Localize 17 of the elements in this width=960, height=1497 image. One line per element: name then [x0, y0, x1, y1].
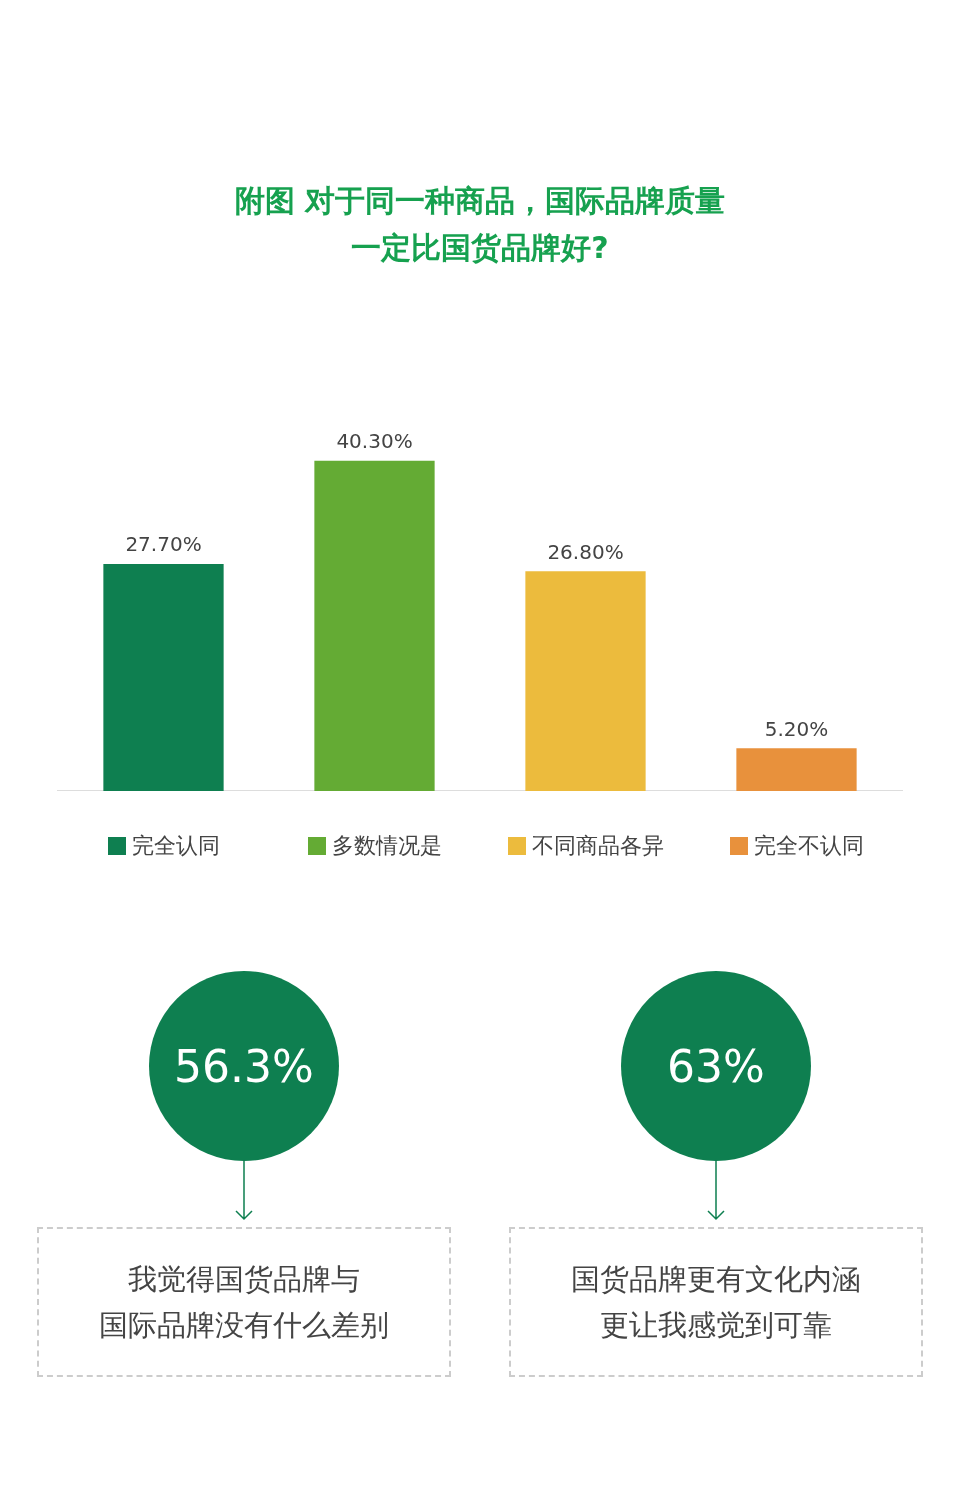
data-label: 27.70%: [125, 532, 202, 557]
x-tick-label: 完全不认同: [753, 832, 864, 860]
chart-title: 附图 对于同一种商品，国际品牌质量一定比国货品牌好?: [233, 182, 727, 267]
circle: 63%: [621, 971, 811, 1161]
data-label: 40.30%: [336, 428, 413, 453]
x-tick-label: 不同商品各异: [531, 832, 664, 860]
bar: [314, 460, 435, 791]
bar: [736, 748, 857, 791]
x-tick-label: 完全认同: [131, 832, 220, 860]
dashed-box: 我觉得国货品牌与 国际品牌没有什么差别: [37, 1227, 451, 1377]
x-tick-label: 多数情况是: [331, 832, 442, 860]
bar: [103, 563, 224, 791]
dashed-box: 国货品牌更有文化内涵 更让我感觉到可靠: [509, 1227, 923, 1377]
data-label: 5.20%: [764, 716, 829, 741]
circle: 56.3%: [149, 971, 339, 1161]
bar: [525, 571, 646, 791]
data-label: 26.80%: [547, 539, 624, 564]
